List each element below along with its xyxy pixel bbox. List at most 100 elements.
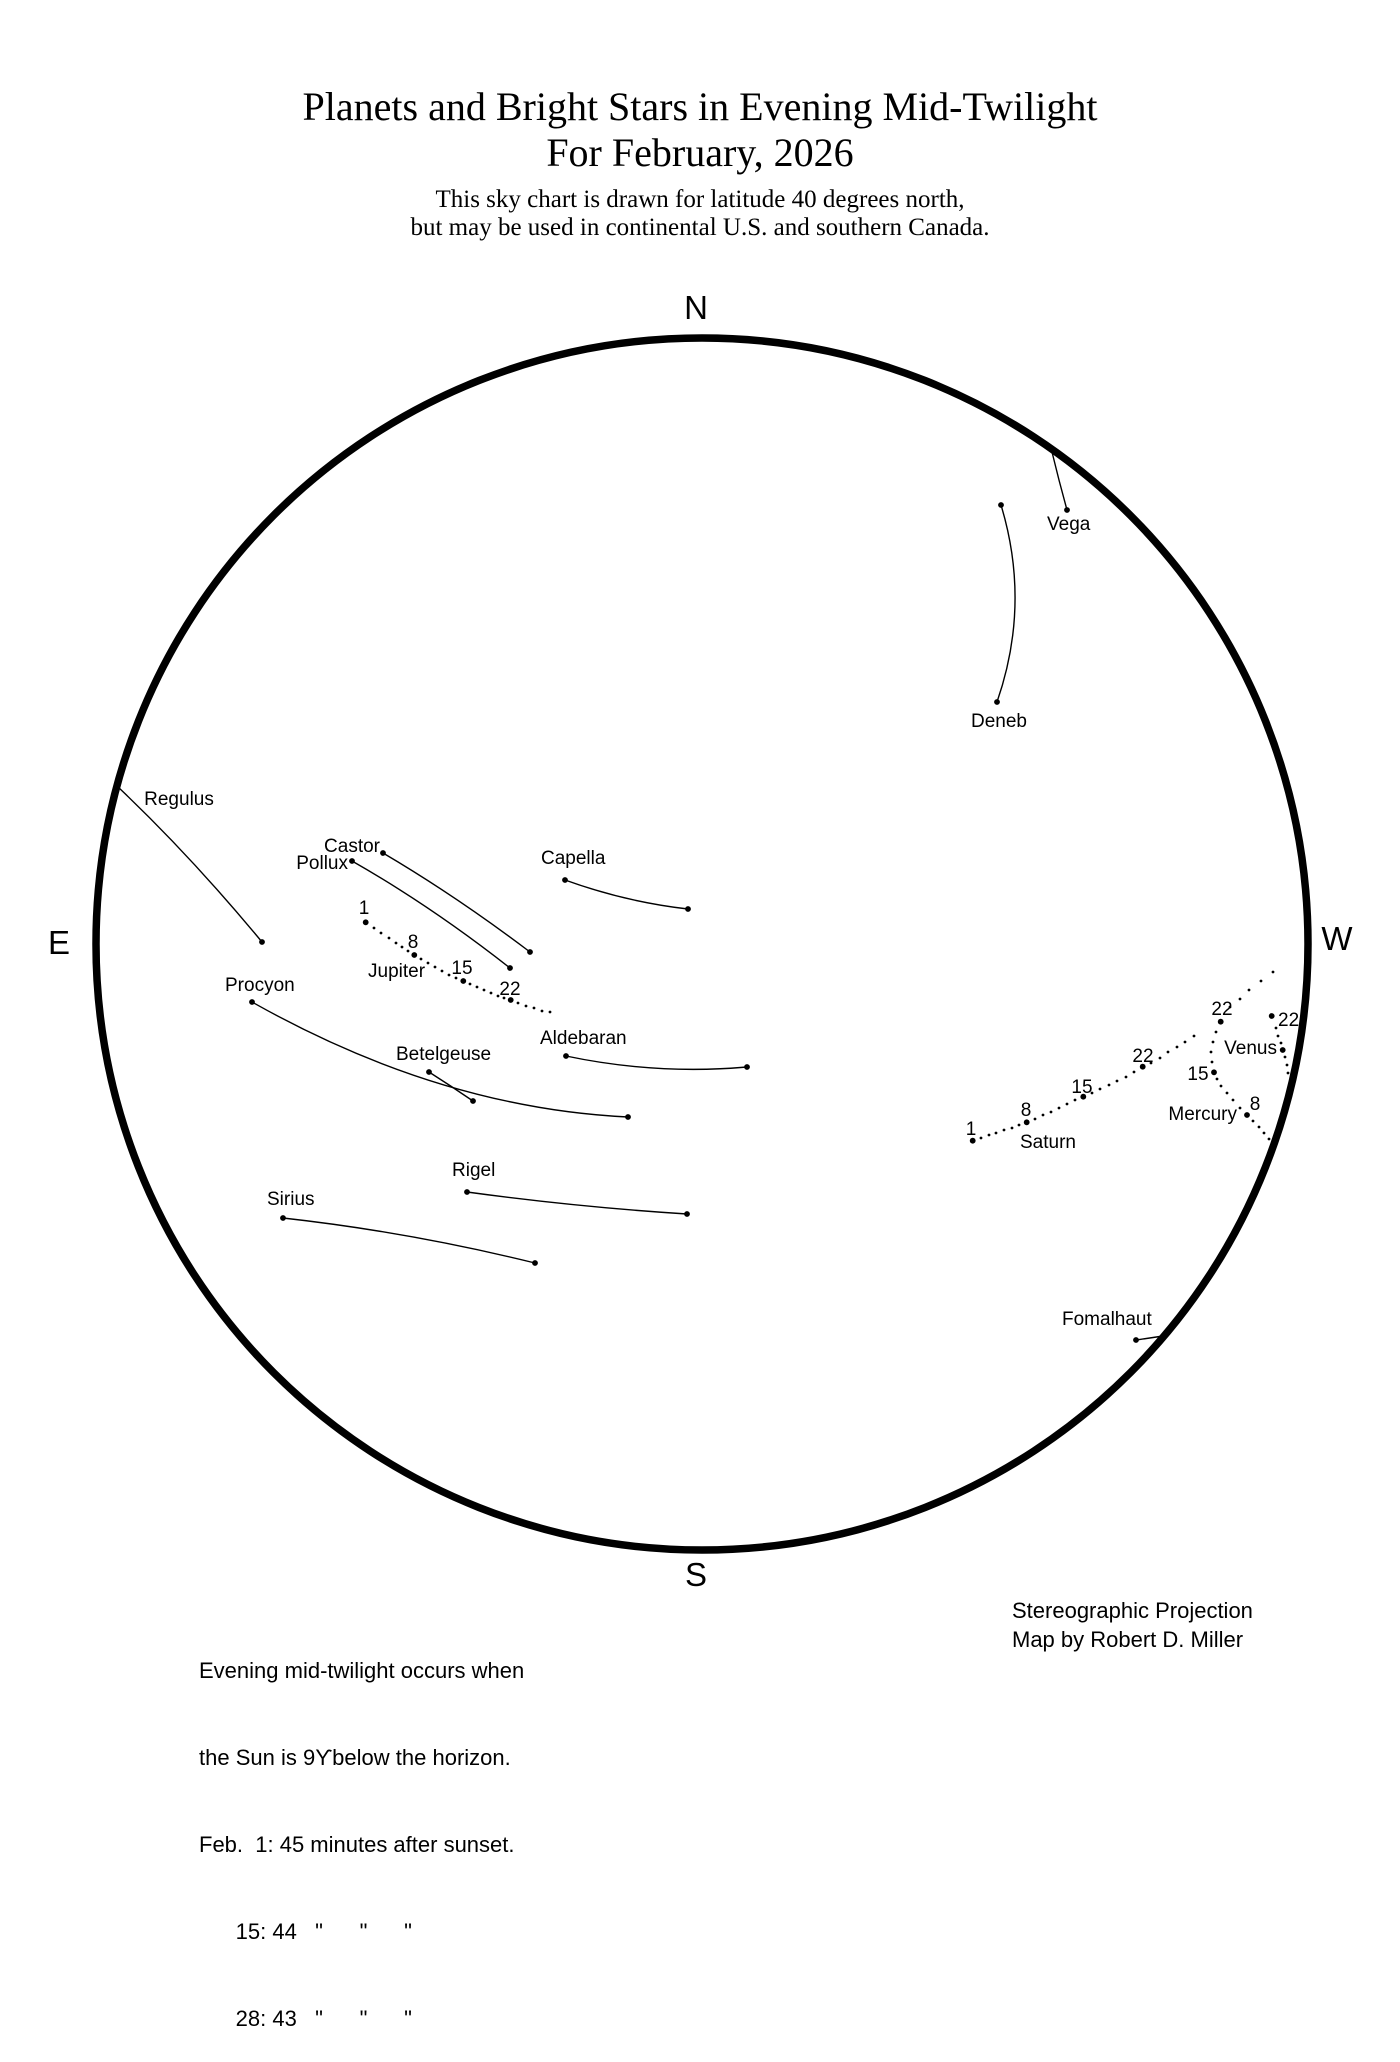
horizon-circle <box>92 334 1312 1554</box>
planet-daily-dot <box>1259 979 1263 983</box>
planet-date-dot <box>362 919 369 926</box>
planet-daily-dot <box>454 976 458 980</box>
planet-daily-dot <box>394 941 398 945</box>
planet-daily-dot <box>400 945 404 949</box>
planet-daily-dot <box>1274 1026 1278 1030</box>
star-dot <box>1133 1337 1139 1343</box>
planet-daily-dot <box>433 965 437 969</box>
star-label-castor: Castor <box>324 836 381 857</box>
star-label-procyon: Procyon <box>225 975 295 996</box>
planet-label-mercury: Mercury <box>1168 1104 1237 1125</box>
star-track-sirius: Sirius <box>267 1189 538 1266</box>
planet-daily-dot <box>1010 1126 1014 1130</box>
planet-daily-dot <box>1247 988 1251 992</box>
star-track-pollux: Pollux <box>296 853 513 971</box>
planet-daily-dot <box>1033 1117 1037 1121</box>
star-dot <box>470 1098 476 1104</box>
star-label-aldebaran: Aldebaran <box>540 1028 627 1049</box>
credit-line1: Stereographic Projection <box>1012 1598 1253 1623</box>
planet-date-label: 8 <box>408 932 419 953</box>
star-label-vega: Vega <box>1047 514 1091 535</box>
star-dot <box>349 858 355 864</box>
star-dot <box>1064 507 1070 513</box>
star-label-fomalhaut: Fomalhaut <box>1062 1309 1152 1330</box>
credit-line2: Map by Robert D. Miller <box>1012 1627 1244 1652</box>
star-dot <box>259 939 265 945</box>
twilight-note-line2: the Sun is 9ϒbelow the horizon. <box>199 1745 511 1770</box>
star-track-line <box>1051 451 1068 511</box>
planet-daily-dot <box>516 1001 520 1005</box>
planet-daily-dot <box>1107 1083 1111 1087</box>
planet-daily-dot <box>419 957 423 961</box>
star-track-line <box>251 1001 629 1118</box>
planet-daily-dot <box>426 961 430 965</box>
compass-label-e: E <box>48 924 70 961</box>
planet-daily-dot <box>1124 1075 1128 1079</box>
star-dot <box>684 1211 690 1217</box>
planet-daily-dot <box>482 988 486 992</box>
planet-daily-dot <box>447 973 451 977</box>
planet-date-label: 1 <box>359 898 370 919</box>
planet-date-label: 8 <box>1250 1094 1261 1115</box>
star-label-rigel: Rigel <box>452 1160 495 1181</box>
planet-date-dot <box>411 952 418 958</box>
star-track-procyon: Procyon <box>225 975 631 1120</box>
planet-daily-dot <box>1017 1123 1021 1127</box>
star-dot <box>563 1053 569 1059</box>
star-label-pollux: Pollux <box>296 853 348 874</box>
planet-daily-dot <box>1041 1113 1045 1117</box>
star-dot <box>380 850 386 856</box>
subtitle-line1: This sky chart is drawn for latitude 40 … <box>435 186 965 213</box>
planet-date-dot <box>1268 1013 1275 1019</box>
planet-daily-dot <box>1209 1050 1213 1054</box>
planet-daily-dot <box>372 926 376 930</box>
planet-daily-dot <box>532 1006 536 1010</box>
star-track-line <box>116 785 263 943</box>
planet-track-saturn: 1 8 15 22 Saturn <box>966 1034 1196 1153</box>
planet-daily-dot <box>489 991 493 995</box>
page-title-line2: For February, 2026 <box>546 130 854 175</box>
planet-date-dot <box>1217 1018 1224 1025</box>
chart-header: Planets and Bright Stars in Evening Mid-… <box>0 84 1400 242</box>
planet-date-label: 1 <box>966 1119 977 1140</box>
planet-date-label: 15 <box>451 958 472 979</box>
star-label-capella: Capella <box>541 848 606 869</box>
planet-label-venus: Venus <box>1224 1038 1277 1059</box>
planet-daily-dot <box>1271 970 1275 974</box>
planet-date-label: 22 <box>1278 1010 1299 1031</box>
planet-daily-dot <box>1211 1040 1215 1044</box>
star-track-line <box>351 860 511 969</box>
star-track-line <box>564 879 689 910</box>
planet-daily-dot <box>1192 1034 1196 1038</box>
star-track-rigel: Rigel <box>452 1160 690 1217</box>
planet-daily-dot <box>548 1010 552 1014</box>
planet-daily-dot <box>1238 1106 1242 1110</box>
twilight-note-line4: 15: 44 " " " <box>199 1919 412 1944</box>
star-dot <box>685 906 691 912</box>
planet-daily-dot <box>1132 1070 1136 1074</box>
star-dot <box>280 1215 286 1221</box>
twilight-note: Evening mid-twilight occurs when the Sun… <box>199 1598 524 2062</box>
planet-daily-dot <box>468 982 472 986</box>
planet-label-jupiter: Jupiter <box>368 961 426 982</box>
planet-track-mercury: 8 15 22 Mercury <box>1168 970 1275 1141</box>
planet-date-dot <box>460 978 467 984</box>
star-track-betelgeuse: Betelgeuse <box>396 1044 491 1104</box>
star-label-regulus: Regulus <box>144 789 214 810</box>
planet-daily-dot <box>1225 1091 1229 1095</box>
compass-label-n: N <box>684 289 708 326</box>
planet-date-label: 15 <box>1187 1064 1208 1085</box>
planet-daily-dot <box>1214 1030 1218 1034</box>
star-track-aldebaran: Aldebaran <box>540 1028 750 1071</box>
planet-daily-dot <box>502 996 506 1000</box>
planet-daily-dot <box>1215 1077 1219 1081</box>
planet-daily-dot <box>1231 1098 1235 1102</box>
star-track-line <box>466 1191 688 1215</box>
star-dot <box>998 502 1004 508</box>
star-dot <box>507 965 513 971</box>
star-track-deneb: Deneb <box>971 502 1027 732</box>
planet-daily-dot <box>1276 1034 1280 1038</box>
planet-daily-dot <box>1279 1041 1283 1045</box>
